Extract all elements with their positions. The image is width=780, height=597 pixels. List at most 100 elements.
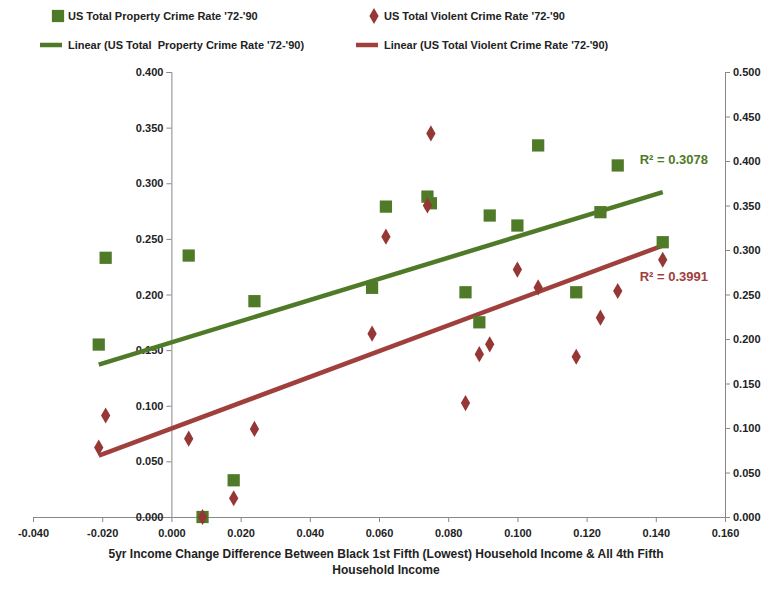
legend-item: Linear (US Total Violent Crime Rate '72-… bbox=[356, 39, 609, 51]
point bbox=[475, 346, 484, 362]
tick-mark bbox=[448, 517, 449, 522]
point bbox=[366, 282, 378, 294]
tick-label: 0.140 bbox=[643, 527, 671, 539]
point bbox=[250, 421, 259, 437]
tick-mark bbox=[587, 517, 588, 522]
point bbox=[101, 407, 110, 423]
tick: 0.120 bbox=[573, 517, 601, 539]
point bbox=[184, 431, 193, 447]
tick-label: 0.160 bbox=[712, 527, 740, 539]
chart-container: -0.040-0.0200.0000.0200.0400.0600.0800.1… bbox=[0, 0, 780, 597]
point bbox=[183, 249, 195, 261]
legend-label: Linear (US Total Violent Crime Rate '72-… bbox=[384, 39, 609, 51]
legend-label: Linear (US Total Property Crime Rate '72… bbox=[68, 39, 304, 51]
tick: 0.040 bbox=[297, 517, 325, 539]
tick-label: -0.020 bbox=[87, 527, 118, 539]
legend-swatch bbox=[52, 10, 64, 22]
tick: 0.350 bbox=[725, 200, 761, 212]
tick-label: 0.500 bbox=[733, 66, 761, 78]
legend-item: Linear (US Total Property Crime Rate '72… bbox=[40, 39, 304, 51]
legend-item: US Total Violent Crime Rate '72-'90 bbox=[369, 8, 565, 24]
trend-line bbox=[99, 246, 663, 456]
tick-mark bbox=[725, 117, 730, 118]
tick-mark bbox=[725, 295, 730, 296]
tick: 0.300 bbox=[136, 177, 172, 189]
tick-label: 0.000 bbox=[136, 511, 164, 523]
tick: 0.400 bbox=[136, 66, 172, 78]
tick: 0.300 bbox=[725, 244, 761, 256]
tick-mark bbox=[517, 517, 518, 522]
point bbox=[511, 219, 523, 231]
point bbox=[423, 197, 432, 213]
tick: 0.500 bbox=[725, 66, 761, 78]
tick-mark bbox=[725, 161, 730, 162]
tick-mark bbox=[725, 206, 730, 207]
tick-label: 0.400 bbox=[733, 155, 761, 167]
tick: 0.350 bbox=[136, 122, 172, 134]
tick: 0.200 bbox=[136, 289, 172, 301]
tick-mark bbox=[166, 72, 171, 73]
y-axis: 0.0000.0500.1000.1500.2000.2500.3000.350… bbox=[136, 66, 172, 523]
tick-label: 0.250 bbox=[733, 289, 761, 301]
tick: 0.050 bbox=[725, 467, 761, 479]
tick: 0.100 bbox=[725, 422, 761, 434]
point bbox=[473, 316, 485, 328]
tick-label: 0.050 bbox=[733, 467, 761, 479]
legend-swatch bbox=[356, 43, 378, 48]
tick: 0.250 bbox=[725, 289, 761, 301]
point bbox=[485, 336, 494, 352]
tick-mark bbox=[102, 517, 103, 522]
tick: 0.050 bbox=[136, 455, 172, 467]
y2-axis: 0.0000.0500.1000.1500.2000.2500.3000.350… bbox=[725, 66, 761, 523]
tick-label: 0.200 bbox=[136, 289, 164, 301]
tick-mark bbox=[166, 183, 171, 184]
point bbox=[570, 286, 582, 298]
tick-label: 0.020 bbox=[227, 527, 255, 539]
tick: 0.150 bbox=[725, 378, 761, 390]
tick-label: 0.080 bbox=[435, 527, 463, 539]
tick: 0.100 bbox=[504, 517, 532, 539]
tick: 0.400 bbox=[725, 155, 761, 167]
plot-area bbox=[93, 125, 669, 525]
tick-mark bbox=[241, 517, 242, 522]
tick-label: 0.300 bbox=[733, 244, 761, 256]
y-axis-line bbox=[166, 73, 172, 518]
point bbox=[658, 252, 667, 268]
tick-mark bbox=[725, 473, 730, 474]
tick-mark bbox=[725, 72, 730, 73]
tick-label: 0.100 bbox=[136, 400, 164, 412]
tick-mark bbox=[166, 461, 171, 462]
tick-label: 0.350 bbox=[733, 200, 761, 212]
tick: 0.450 bbox=[725, 111, 761, 123]
tick: -0.020 bbox=[87, 517, 118, 539]
point bbox=[657, 236, 669, 248]
tick-label: 0.050 bbox=[136, 455, 164, 467]
point bbox=[513, 262, 522, 278]
tick-mark bbox=[725, 517, 730, 518]
tick-mark bbox=[33, 517, 34, 522]
tick-mark bbox=[166, 406, 171, 407]
annotation: R² = 0.3078 bbox=[640, 152, 708, 167]
tick: 0.250 bbox=[136, 233, 172, 245]
tick-label: -0.040 bbox=[18, 527, 49, 539]
tick-label: 0.300 bbox=[136, 177, 164, 189]
point bbox=[594, 206, 606, 218]
tick-mark bbox=[166, 517, 171, 518]
tick-label: 0.100 bbox=[504, 527, 532, 539]
legend-label: US Total Violent Crime Rate '72-'90 bbox=[384, 10, 565, 22]
point bbox=[613, 283, 622, 299]
tick-mark bbox=[725, 250, 730, 251]
annotation: R² = 0.3991 bbox=[640, 269, 708, 284]
tick: 0.140 bbox=[643, 517, 671, 539]
tick-label: 0.100 bbox=[733, 422, 761, 434]
legend-item: US Total Property Crime Rate '72-'90 bbox=[52, 10, 258, 22]
tick-label: 0.040 bbox=[297, 527, 325, 539]
tick-label: 0.000 bbox=[733, 511, 761, 523]
tick-mark bbox=[656, 517, 657, 522]
tick-mark bbox=[166, 295, 171, 296]
tick-label: 0.250 bbox=[136, 233, 164, 245]
point bbox=[94, 440, 103, 456]
tick-mark bbox=[379, 517, 380, 522]
tick-label: 0.400 bbox=[136, 66, 164, 78]
tick-label: 0.000 bbox=[158, 527, 186, 539]
